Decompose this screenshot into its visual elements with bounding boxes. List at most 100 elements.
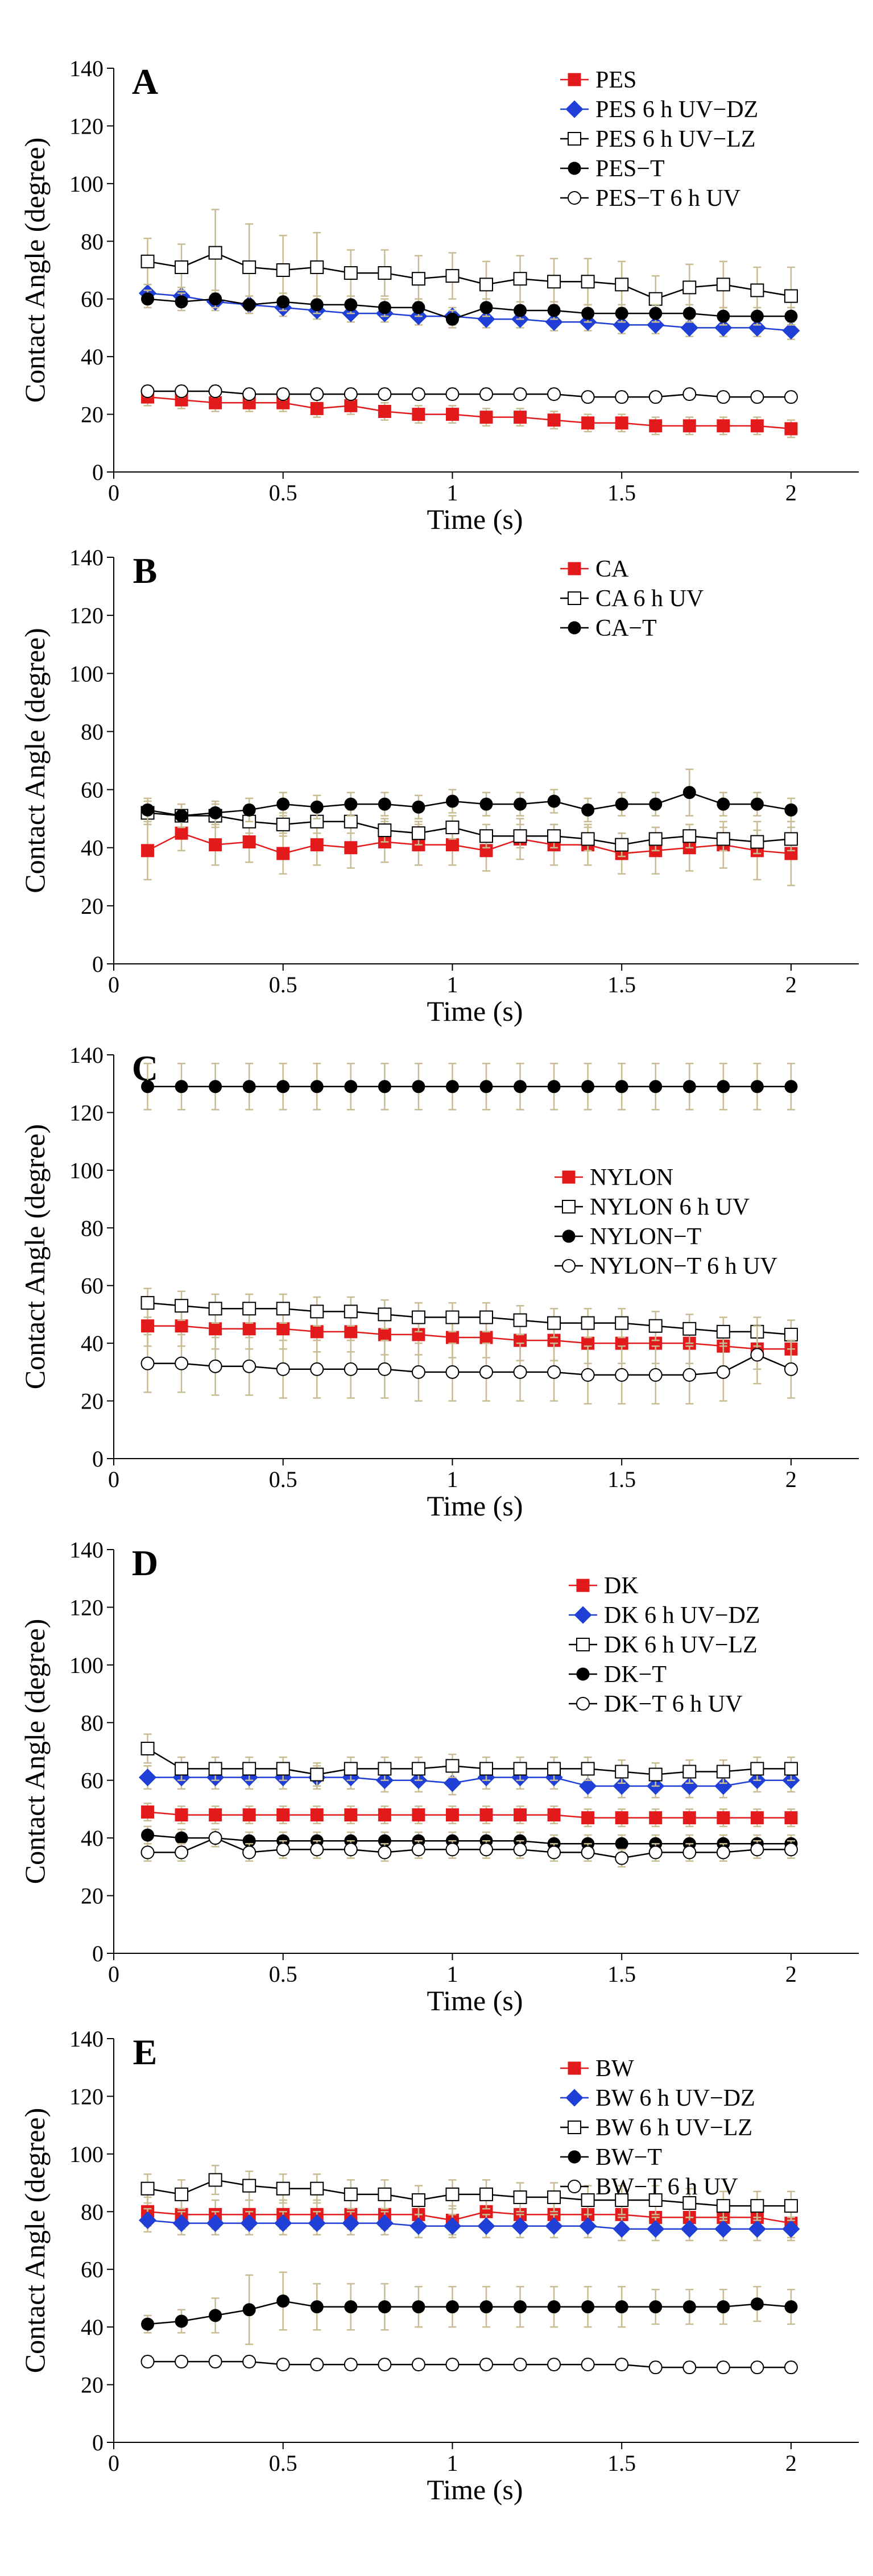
y-tick-label: 0 [92, 459, 104, 485]
data-point [547, 1365, 561, 1379]
data-point [581, 1811, 595, 1825]
data-point [682, 307, 696, 320]
data-point [310, 298, 324, 312]
legend-marker [576, 1667, 590, 1681]
data-point [208, 1762, 222, 1776]
series-bw-t-6-h-uv [140, 2355, 798, 2375]
data-point [581, 1316, 595, 1330]
legend: NYLON NYLON 6 h UV NYLON−T NYLON−T 6 h UV [555, 1165, 777, 1279]
data-point [513, 829, 527, 843]
data-point [547, 829, 561, 843]
data-point [479, 1310, 493, 1324]
y-tick-label: 80 [81, 719, 104, 744]
x-tick-label: 1.5 [607, 2450, 636, 2476]
y-tick-label: 120 [69, 2084, 104, 2109]
y-tick-label: 40 [81, 2314, 104, 2340]
data-point [375, 2214, 394, 2233]
data-point [750, 1762, 764, 1776]
data-point [175, 1319, 188, 1333]
data-point [615, 1765, 629, 1779]
data-point [242, 1359, 256, 1373]
data-point [649, 419, 663, 433]
data-point [209, 838, 222, 852]
data-point [784, 1327, 798, 1341]
data-point [344, 841, 358, 855]
data-point [547, 1316, 561, 1330]
data-point [208, 1831, 222, 1845]
data-point [445, 1310, 460, 1324]
data-point [514, 411, 527, 424]
data-point [242, 298, 256, 312]
series-dk-6-h-uv-lz [140, 1733, 798, 1787]
y-tick-label: 120 [69, 113, 104, 139]
series-nylon-t [141, 1062, 798, 1111]
x-axis-label: Time (s) [427, 1490, 523, 1522]
series-pes-t [141, 289, 798, 329]
data-point [682, 2196, 697, 2210]
data-point [648, 1767, 663, 1782]
data-point [716, 278, 730, 292]
data-point [682, 387, 697, 401]
legend-marker [568, 591, 581, 605]
data-point [141, 1319, 155, 1333]
series-nylon [141, 1304, 798, 1370]
data-point [140, 1296, 155, 1310]
data-point [445, 2187, 460, 2201]
data-point [310, 2300, 324, 2314]
data-point [208, 2355, 222, 2368]
data-point [784, 832, 798, 846]
data-point [412, 408, 425, 421]
data-point [242, 2303, 256, 2317]
data-point [175, 384, 189, 398]
data-point [242, 2179, 256, 2193]
data-point [682, 1080, 696, 1094]
data-point [411, 1365, 425, 1379]
data-point [750, 2360, 764, 2375]
data-point [172, 2214, 191, 2233]
data-point [242, 835, 256, 848]
data-point [714, 318, 733, 337]
data-point [784, 1762, 798, 1776]
data-point [209, 1322, 222, 1336]
data-point [378, 1328, 391, 1341]
data-point [378, 301, 391, 314]
y-tick-label: 100 [69, 661, 104, 686]
x-tick-label: 2 [785, 480, 797, 506]
data-point [308, 2214, 326, 2233]
legend: BW BW 6 h UV−DZ BW 6 h UV−LZ BW−T BW−T 6 h U… [560, 2056, 755, 2200]
legend-marker [565, 100, 584, 118]
data-point [479, 2187, 493, 2201]
data-point [138, 1769, 157, 1787]
data-point [378, 1845, 392, 1859]
data-point [615, 2300, 628, 2314]
data-point [242, 803, 256, 817]
data-point [209, 806, 222, 819]
y-tick-label: 120 [69, 603, 104, 628]
legend-label: CA [595, 556, 629, 582]
data-point [514, 797, 527, 811]
data-point [344, 298, 358, 312]
data-point [445, 269, 460, 283]
data-point [443, 2217, 462, 2235]
data-point [479, 411, 493, 424]
legend-label: DK−T 6 h UV [604, 1691, 742, 1717]
y-tick-label: 80 [81, 2199, 104, 2225]
x-tick-label: 2 [785, 2450, 797, 2476]
data-point [613, 316, 631, 334]
y-tick-label: 60 [81, 777, 104, 803]
data-point [344, 1762, 358, 1776]
data-point [208, 1359, 222, 1373]
data-point [479, 829, 493, 843]
x-tick-label: 2 [785, 972, 797, 997]
data-point [310, 1842, 324, 1857]
series-nylon-t-6-h-uv [140, 1325, 798, 1405]
data-point [445, 387, 460, 401]
data-point [445, 794, 459, 808]
data-point [784, 1811, 798, 1825]
data-point [547, 2190, 561, 2204]
data-point [514, 1808, 527, 1822]
data-point [717, 1080, 730, 1094]
data-point [649, 307, 663, 320]
data-point [310, 260, 324, 274]
data-point [445, 1759, 460, 1773]
